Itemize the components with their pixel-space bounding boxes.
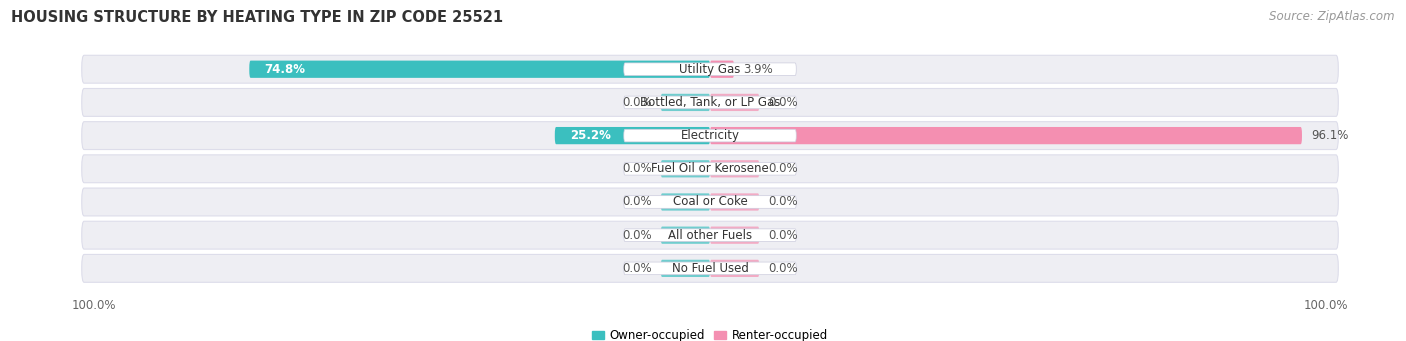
- Text: Source: ZipAtlas.com: Source: ZipAtlas.com: [1270, 10, 1395, 23]
- Text: HOUSING STRUCTURE BY HEATING TYPE IN ZIP CODE 25521: HOUSING STRUCTURE BY HEATING TYPE IN ZIP…: [11, 10, 503, 25]
- FancyBboxPatch shape: [82, 155, 1339, 183]
- FancyBboxPatch shape: [624, 196, 796, 208]
- FancyBboxPatch shape: [624, 129, 796, 142]
- Text: Coal or Coke: Coal or Coke: [672, 195, 748, 208]
- Text: 0.0%: 0.0%: [621, 229, 651, 242]
- FancyBboxPatch shape: [710, 193, 759, 211]
- FancyBboxPatch shape: [82, 254, 1339, 282]
- Text: All other Fuels: All other Fuels: [668, 229, 752, 242]
- Text: 0.0%: 0.0%: [769, 96, 799, 109]
- FancyBboxPatch shape: [624, 262, 796, 275]
- FancyBboxPatch shape: [82, 188, 1339, 216]
- FancyBboxPatch shape: [82, 88, 1339, 116]
- Text: 25.2%: 25.2%: [571, 129, 612, 142]
- FancyBboxPatch shape: [710, 260, 759, 277]
- Text: Bottled, Tank, or LP Gas: Bottled, Tank, or LP Gas: [640, 96, 780, 109]
- FancyBboxPatch shape: [661, 260, 710, 277]
- FancyBboxPatch shape: [710, 127, 1302, 144]
- Text: 0.0%: 0.0%: [621, 262, 651, 275]
- FancyBboxPatch shape: [624, 63, 796, 75]
- FancyBboxPatch shape: [661, 226, 710, 244]
- Text: 96.1%: 96.1%: [1312, 129, 1348, 142]
- Text: Electricity: Electricity: [681, 129, 740, 142]
- Text: 0.0%: 0.0%: [621, 96, 651, 109]
- Text: 0.0%: 0.0%: [769, 262, 799, 275]
- FancyBboxPatch shape: [249, 61, 710, 78]
- Text: Fuel Oil or Kerosene: Fuel Oil or Kerosene: [651, 162, 769, 175]
- FancyBboxPatch shape: [710, 94, 759, 111]
- FancyBboxPatch shape: [710, 226, 759, 244]
- FancyBboxPatch shape: [661, 160, 710, 177]
- FancyBboxPatch shape: [661, 193, 710, 211]
- Legend: Owner-occupied, Renter-occupied: Owner-occupied, Renter-occupied: [592, 329, 828, 341]
- FancyBboxPatch shape: [624, 229, 796, 241]
- Text: Utility Gas: Utility Gas: [679, 63, 741, 76]
- Text: 74.8%: 74.8%: [264, 63, 305, 76]
- FancyBboxPatch shape: [710, 61, 734, 78]
- FancyBboxPatch shape: [710, 160, 759, 177]
- Text: 0.0%: 0.0%: [621, 162, 651, 175]
- FancyBboxPatch shape: [624, 96, 796, 109]
- Text: 0.0%: 0.0%: [769, 162, 799, 175]
- Text: No Fuel Used: No Fuel Used: [672, 262, 748, 275]
- FancyBboxPatch shape: [661, 94, 710, 111]
- Text: 0.0%: 0.0%: [621, 195, 651, 208]
- FancyBboxPatch shape: [82, 55, 1339, 83]
- FancyBboxPatch shape: [624, 163, 796, 175]
- FancyBboxPatch shape: [82, 221, 1339, 249]
- Text: 0.0%: 0.0%: [769, 229, 799, 242]
- FancyBboxPatch shape: [82, 122, 1339, 150]
- Text: 0.0%: 0.0%: [769, 195, 799, 208]
- Text: 3.9%: 3.9%: [744, 63, 773, 76]
- FancyBboxPatch shape: [555, 127, 710, 144]
